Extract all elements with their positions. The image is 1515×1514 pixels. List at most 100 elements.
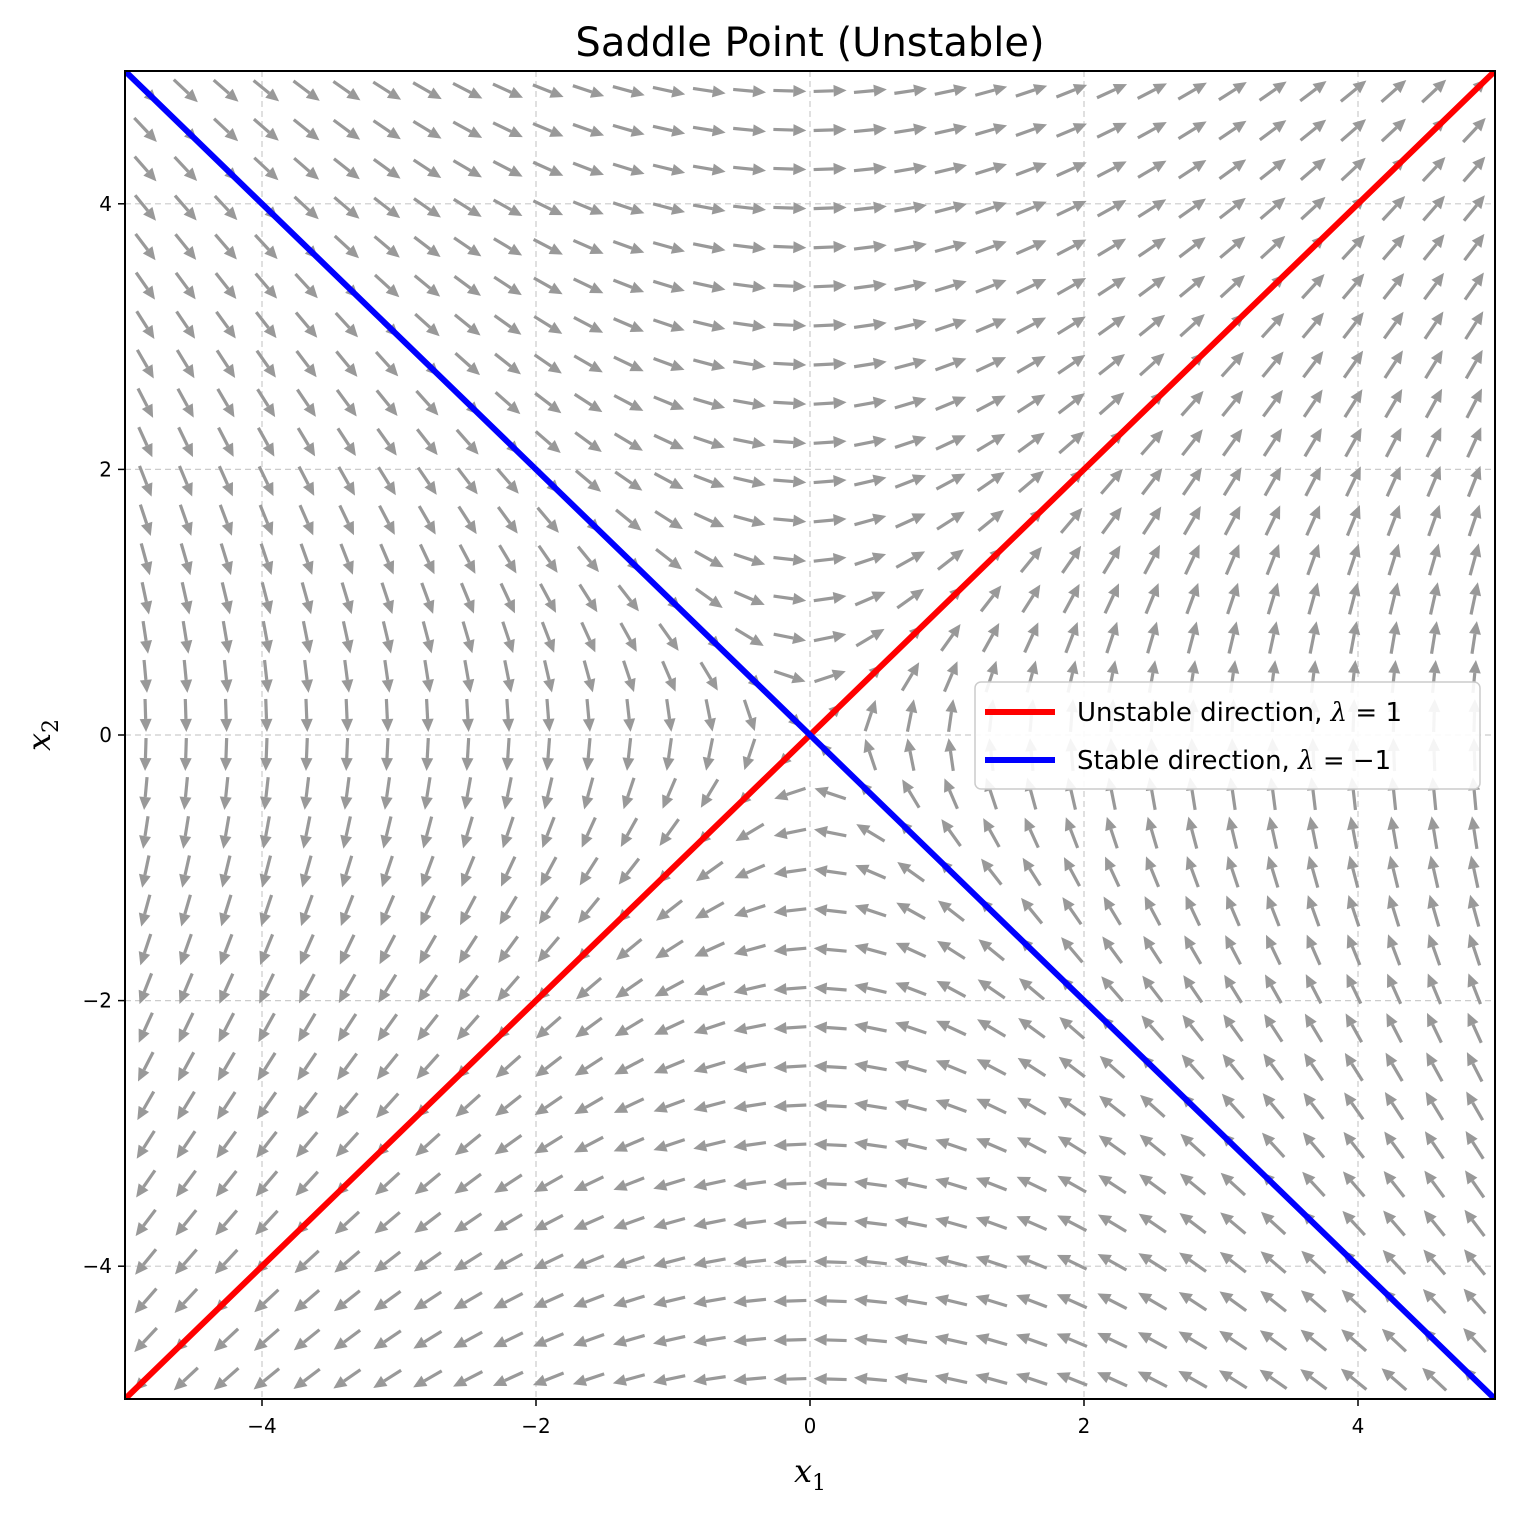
field-arrow (179, 776, 192, 810)
field-arrow (492, 121, 523, 138)
field-arrow (1222, 467, 1242, 497)
field-arrow (534, 1095, 563, 1116)
field-arrow (1305, 974, 1323, 1005)
field-arrow (1384, 1092, 1405, 1121)
field-arrow (1345, 1013, 1364, 1043)
field-arrow (133, 194, 156, 221)
field-arrow (581, 816, 597, 848)
field-arrow (773, 1373, 807, 1386)
field-arrow (1223, 505, 1241, 536)
field-arrow (214, 1327, 240, 1352)
field-arrow (813, 1372, 847, 1385)
field-arrow (215, 349, 236, 378)
field-arrow (501, 816, 515, 849)
field-arrow (1017, 1057, 1047, 1078)
field-arrow (1387, 973, 1403, 1005)
field-arrow (619, 622, 637, 652)
field-arrow (853, 318, 887, 331)
field-arrow (900, 662, 920, 692)
field-arrow (733, 1178, 767, 1191)
field-arrow (420, 816, 434, 849)
field-arrow (1469, 582, 1482, 615)
field-arrow (653, 1295, 686, 1308)
field-arrow (1098, 392, 1125, 416)
field-arrow (1015, 1372, 1048, 1386)
field-arrow (380, 816, 393, 849)
field-arrow (1140, 429, 1164, 456)
field-arrow (178, 504, 193, 536)
field-arrow (495, 1094, 522, 1117)
field-arrow (1178, 275, 1206, 298)
field-arrow (332, 118, 361, 140)
field-arrow (572, 200, 604, 215)
field-arrow (854, 1099, 887, 1112)
field-arrow (1462, 195, 1485, 222)
field-arrow (1266, 895, 1281, 927)
field-arrow (340, 855, 354, 888)
field-arrow (532, 83, 564, 98)
field-arrow (1177, 121, 1207, 140)
field-arrow (140, 620, 153, 654)
field-arrow (692, 319, 726, 332)
field-arrow (742, 699, 757, 732)
field-arrow (137, 426, 153, 458)
field-arrow (1348, 621, 1361, 654)
field-arrow (1018, 978, 1046, 1001)
field-arrow (1178, 1291, 1208, 1312)
field-arrow (975, 1294, 1008, 1308)
field-arrow (976, 1098, 1007, 1115)
field-arrow (173, 155, 198, 182)
field-arrow (573, 316, 604, 333)
field-arrow (179, 698, 192, 732)
field-arrow (219, 894, 233, 927)
field-arrow (453, 1330, 483, 1348)
field-arrow (1340, 119, 1367, 142)
field-arrow (1097, 1332, 1128, 1349)
field-arrow (502, 659, 515, 693)
field-arrow (381, 620, 394, 654)
field-arrow (894, 1177, 928, 1190)
field-arrow (299, 894, 314, 927)
field-arrow (218, 504, 233, 536)
field-arrow (134, 1326, 159, 1353)
field-arrow (296, 1091, 318, 1119)
field-arrow (456, 467, 478, 495)
field-arrow (177, 426, 194, 458)
field-arrow (1055, 123, 1087, 138)
field-arrow (1178, 237, 1206, 259)
field-arrow (854, 1255, 887, 1268)
field-arrow (855, 628, 885, 648)
field-arrow (421, 621, 435, 654)
field-arrow (299, 933, 315, 965)
field-arrow (1342, 1210, 1367, 1237)
field-arrow (1096, 122, 1127, 139)
field-arrow (254, 272, 278, 299)
field-arrow (733, 1139, 767, 1152)
field-arrow (1056, 316, 1086, 336)
field-arrow (693, 1334, 726, 1347)
field-arrow (773, 1100, 807, 1113)
field-arrow (894, 318, 927, 331)
field-arrow (1015, 84, 1048, 98)
field-arrow (894, 435, 927, 449)
field-arrow (854, 513, 887, 527)
field-arrow (219, 933, 234, 966)
field-arrow (381, 659, 394, 693)
field-arrow (773, 1061, 807, 1073)
field-arrow (935, 435, 966, 451)
field-arrow (773, 866, 807, 879)
field-arrow (702, 738, 715, 771)
field-arrow (733, 590, 765, 606)
field-arrow (853, 435, 887, 448)
field-arrow (733, 1217, 767, 1230)
field-arrow (1463, 1328, 1487, 1354)
field-arrow (653, 1059, 685, 1074)
field-arrow (1428, 543, 1441, 576)
field-arrow (853, 1333, 887, 1346)
field-arrow (1469, 621, 1481, 654)
field-arrow (692, 124, 726, 137)
field-arrow (216, 1130, 238, 1159)
field-arrow (453, 275, 481, 296)
field-arrow (1016, 1137, 1047, 1154)
field-arrow (853, 201, 887, 214)
